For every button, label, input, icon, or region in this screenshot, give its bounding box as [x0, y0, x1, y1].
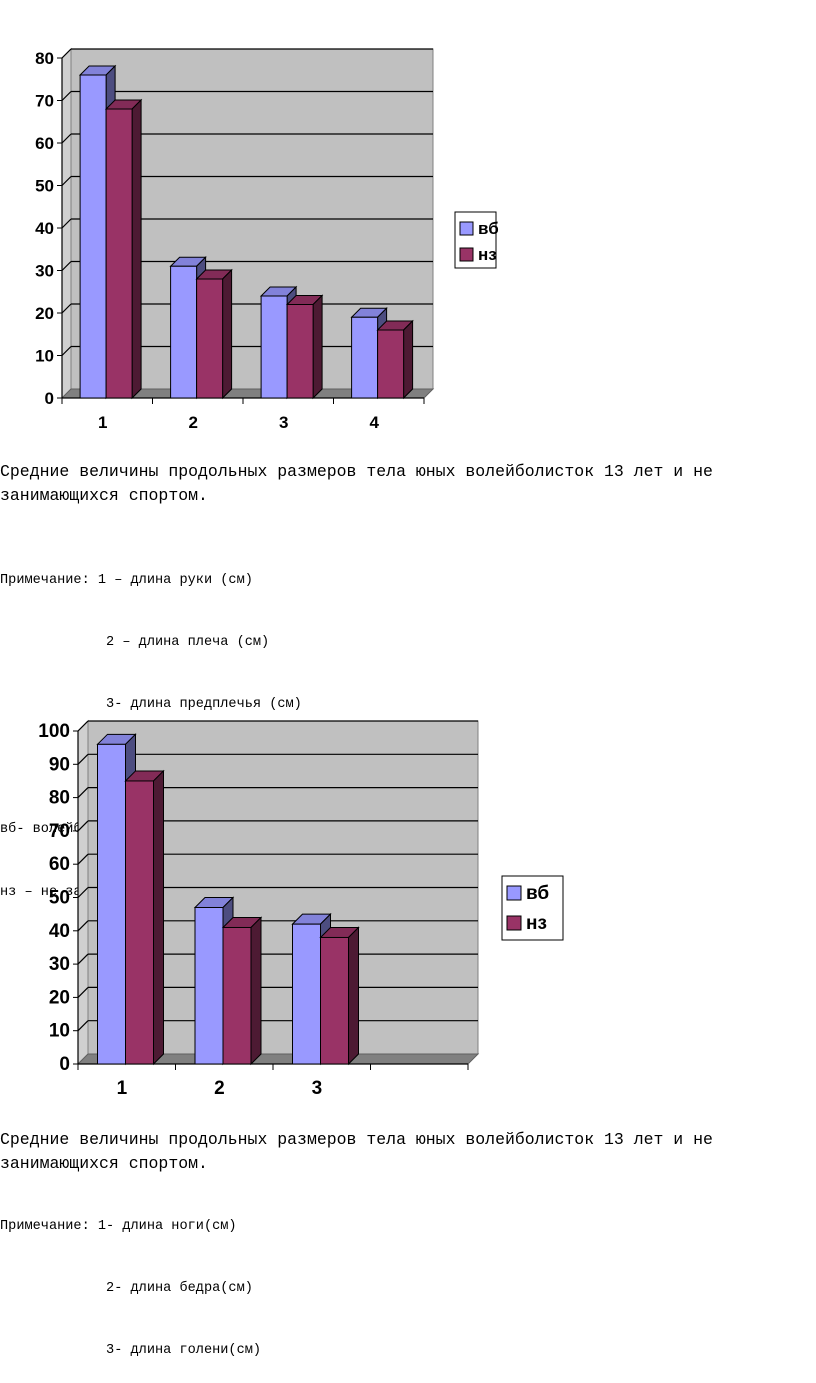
y-tick-label: 60	[49, 854, 70, 875]
y-tick-label: 40	[35, 219, 54, 238]
bar-вб	[351, 316, 379, 399]
note-line: 3- длина голени(см)	[0, 1343, 262, 1359]
gridline-side	[77, 753, 89, 765]
note-line: Примечание: 1 – длина руки (см)	[0, 572, 253, 588]
chart-1-caption: Средние величины продольных размеров тел…	[0, 462, 723, 505]
x-tick-label: 1	[98, 413, 107, 432]
y-tick-label: 20	[35, 304, 54, 323]
note-line: 2- длина бедра(см)	[0, 1280, 253, 1296]
y-tick-label: 70	[49, 821, 70, 842]
y-tick-label: 50	[49, 888, 70, 909]
y-tick-label: 20	[49, 987, 70, 1008]
legend-label: нз	[526, 913, 547, 934]
bar-нз	[286, 304, 314, 399]
bar-вб	[97, 743, 126, 1065]
gridline-side	[77, 986, 89, 998]
legend-label: нз	[478, 245, 497, 264]
gridline-side	[77, 887, 89, 898]
bar-side-нз	[312, 294, 323, 400]
y-tick-label: 70	[35, 92, 54, 111]
y-tick-label: 50	[35, 177, 54, 196]
y-tick-label: 10	[49, 1021, 70, 1042]
gridline-side	[61, 346, 72, 356]
bar-нз	[222, 926, 252, 1065]
legend-swatch-вб	[506, 885, 522, 901]
y-tick-label: 60	[35, 134, 54, 153]
x-tick-label: 4	[369, 413, 379, 432]
bar-вб	[194, 906, 224, 1065]
gridline-side	[61, 303, 72, 314]
y-tick-label: 30	[49, 954, 70, 975]
gridline-side	[77, 720, 89, 732]
y-tick-label: 40	[49, 921, 70, 942]
bar-нз	[196, 278, 224, 399]
bar-вб	[260, 295, 288, 399]
y-tick-label: 90	[49, 754, 70, 775]
note-line: Примечание: 1- длина ноги(см)	[0, 1218, 237, 1234]
x-tick-label: 2	[214, 1078, 225, 1099]
y-tick-label: 80	[49, 788, 70, 809]
y-tick-label: 0	[45, 389, 54, 408]
note-line: 2 – длина плеча (см)	[0, 634, 270, 650]
x-tick-label: 2	[188, 413, 197, 432]
legend-swatch-нз	[459, 247, 474, 262]
y-tick-label: 0	[59, 1054, 70, 1075]
gridline-side	[61, 91, 72, 101]
chart-2-caption: Средние величины продольных размеров тел…	[0, 1130, 723, 1173]
gridline-side	[77, 953, 89, 965]
bar-вб	[79, 74, 107, 399]
note-line: 3- длина предплечья (см)	[0, 697, 302, 713]
y-tick-label: 30	[35, 262, 54, 281]
gridline-side	[61, 218, 72, 229]
bar-нз	[105, 108, 133, 399]
legend-swatch-нз	[506, 915, 522, 931]
x-tick-label: 3	[312, 1078, 323, 1099]
gridline-side	[77, 853, 89, 865]
legend-swatch-вб	[459, 221, 474, 236]
gridline-side	[77, 1020, 89, 1032]
bar-side-нз	[153, 769, 164, 1066]
y-tick-label: 100	[38, 721, 70, 742]
gridline-side	[61, 48, 72, 59]
legend-label: вб	[526, 883, 549, 904]
bar-нз	[377, 329, 405, 399]
y-tick-label: 80	[35, 49, 54, 68]
gridline-side	[61, 176, 72, 186]
bar-вб	[292, 923, 321, 1065]
bar-нз	[125, 780, 154, 1065]
bar-side-нз	[131, 98, 142, 400]
bar-вб	[170, 265, 198, 399]
legend-label: вб	[478, 219, 499, 238]
chart-1: 0 10 20 30 40 50 60 70 80 1 2 3 4 вб нз	[35, 47, 499, 432]
bar-side-нз	[348, 926, 359, 1066]
bar-side-нз	[403, 319, 414, 400]
bar-side-нз	[250, 916, 262, 1066]
gridline-side	[77, 920, 89, 932]
chart-2-note: Примечание: 1- длина ноги(см) 2- длина б…	[0, 1175, 261, 1383]
bar-нз	[320, 936, 349, 1065]
bar-side-нз	[222, 268, 233, 400]
y-tick-label: 10	[35, 347, 54, 366]
x-tick-label: 3	[279, 413, 288, 432]
gridline-side	[61, 261, 72, 271]
gridline-side	[77, 820, 89, 832]
x-tick-label: 1	[117, 1078, 128, 1099]
gridline-side	[77, 787, 89, 799]
gridline-side	[61, 133, 72, 144]
chart-2: 0 10 20 30 40 50 60 70 80 90 100 1 2 3 вб нз	[38, 719, 564, 1099]
